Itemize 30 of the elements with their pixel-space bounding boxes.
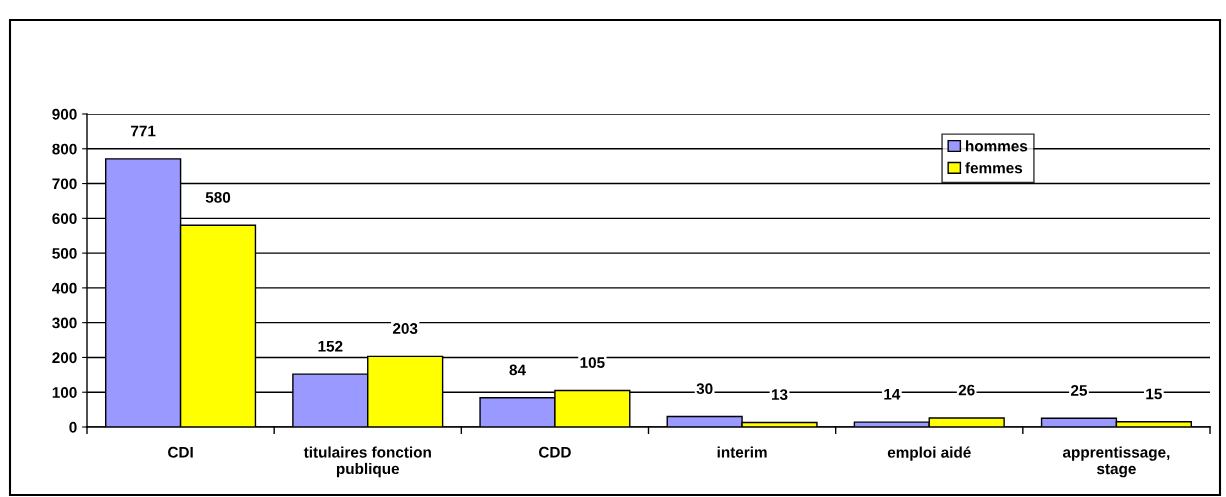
data-label: 30 bbox=[696, 383, 713, 395]
data-label: 26 bbox=[958, 384, 975, 396]
x-tick-label: apprentissage, stage bbox=[1062, 446, 1170, 478]
data-label: 84 bbox=[509, 364, 526, 376]
y-tick-label: 300 bbox=[52, 317, 77, 329]
data-label: 105 bbox=[580, 357, 605, 369]
y-tick-label: 600 bbox=[52, 213, 77, 225]
y-tick-label: 900 bbox=[52, 108, 77, 120]
x-tick-label: CDI bbox=[168, 446, 193, 458]
x-tick-label: interim bbox=[717, 446, 767, 458]
data-label: 203 bbox=[392, 323, 418, 334]
y-tick-label: 0 bbox=[69, 421, 77, 433]
data-label: 13 bbox=[771, 389, 788, 401]
legend-label: femmes bbox=[965, 162, 1023, 174]
y-tick-label: 200 bbox=[52, 352, 77, 364]
y-tick-label: 100 bbox=[52, 387, 77, 398]
x-tick-label: CDD bbox=[538, 446, 571, 458]
y-tick-label: 700 bbox=[52, 178, 77, 190]
y-tick-label: 500 bbox=[52, 247, 77, 259]
data-label: 25 bbox=[1071, 385, 1088, 396]
x-tick-label: titulaires fonction publique bbox=[303, 446, 431, 478]
data-label: 14 bbox=[884, 389, 901, 400]
data-label: 15 bbox=[1146, 388, 1162, 400]
data-label: 152 bbox=[318, 340, 343, 352]
y-tick-label: 400 bbox=[52, 282, 77, 294]
legend-label: hommes bbox=[966, 140, 1028, 152]
x-tick-label: emploi aidé bbox=[887, 446, 971, 461]
data-label: 580 bbox=[205, 192, 231, 203]
y-tick-label: 800 bbox=[52, 143, 77, 155]
data-label: 771 bbox=[131, 125, 156, 137]
